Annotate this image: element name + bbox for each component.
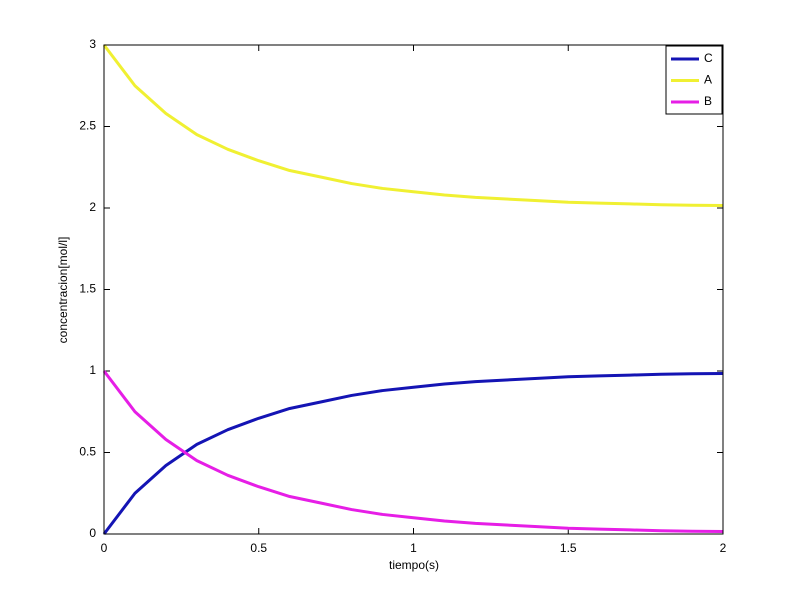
- y-axis-label: concentracion[mol/l]: [56, 237, 70, 344]
- x-tick-label: 2: [720, 541, 727, 555]
- x-axis-label: tiempo(s): [389, 558, 439, 572]
- y-tick-label: 3: [89, 37, 96, 51]
- y-tick-label: 1.5: [79, 282, 96, 296]
- x-tick-label: 0.5: [250, 541, 267, 555]
- y-tick-label: 0.5: [79, 445, 96, 459]
- data-line: [102, 44, 724, 208]
- data-line: [102, 370, 724, 534]
- x-tick-label: 1: [410, 541, 417, 555]
- data-line: [102, 371, 724, 535]
- legend-label: A: [704, 73, 712, 87]
- x-tick-label: 1.5: [560, 541, 577, 555]
- y-tick-label: 2: [89, 200, 96, 214]
- x-tick-label: 0: [101, 541, 108, 555]
- y-tick-label: 2.5: [79, 119, 96, 133]
- y-tick-label: 0: [89, 526, 96, 540]
- plot-frame: [103, 44, 724, 535]
- legend-label: C: [704, 51, 713, 65]
- legend-label: B: [704, 94, 712, 108]
- y-tick-label: 1: [89, 363, 96, 377]
